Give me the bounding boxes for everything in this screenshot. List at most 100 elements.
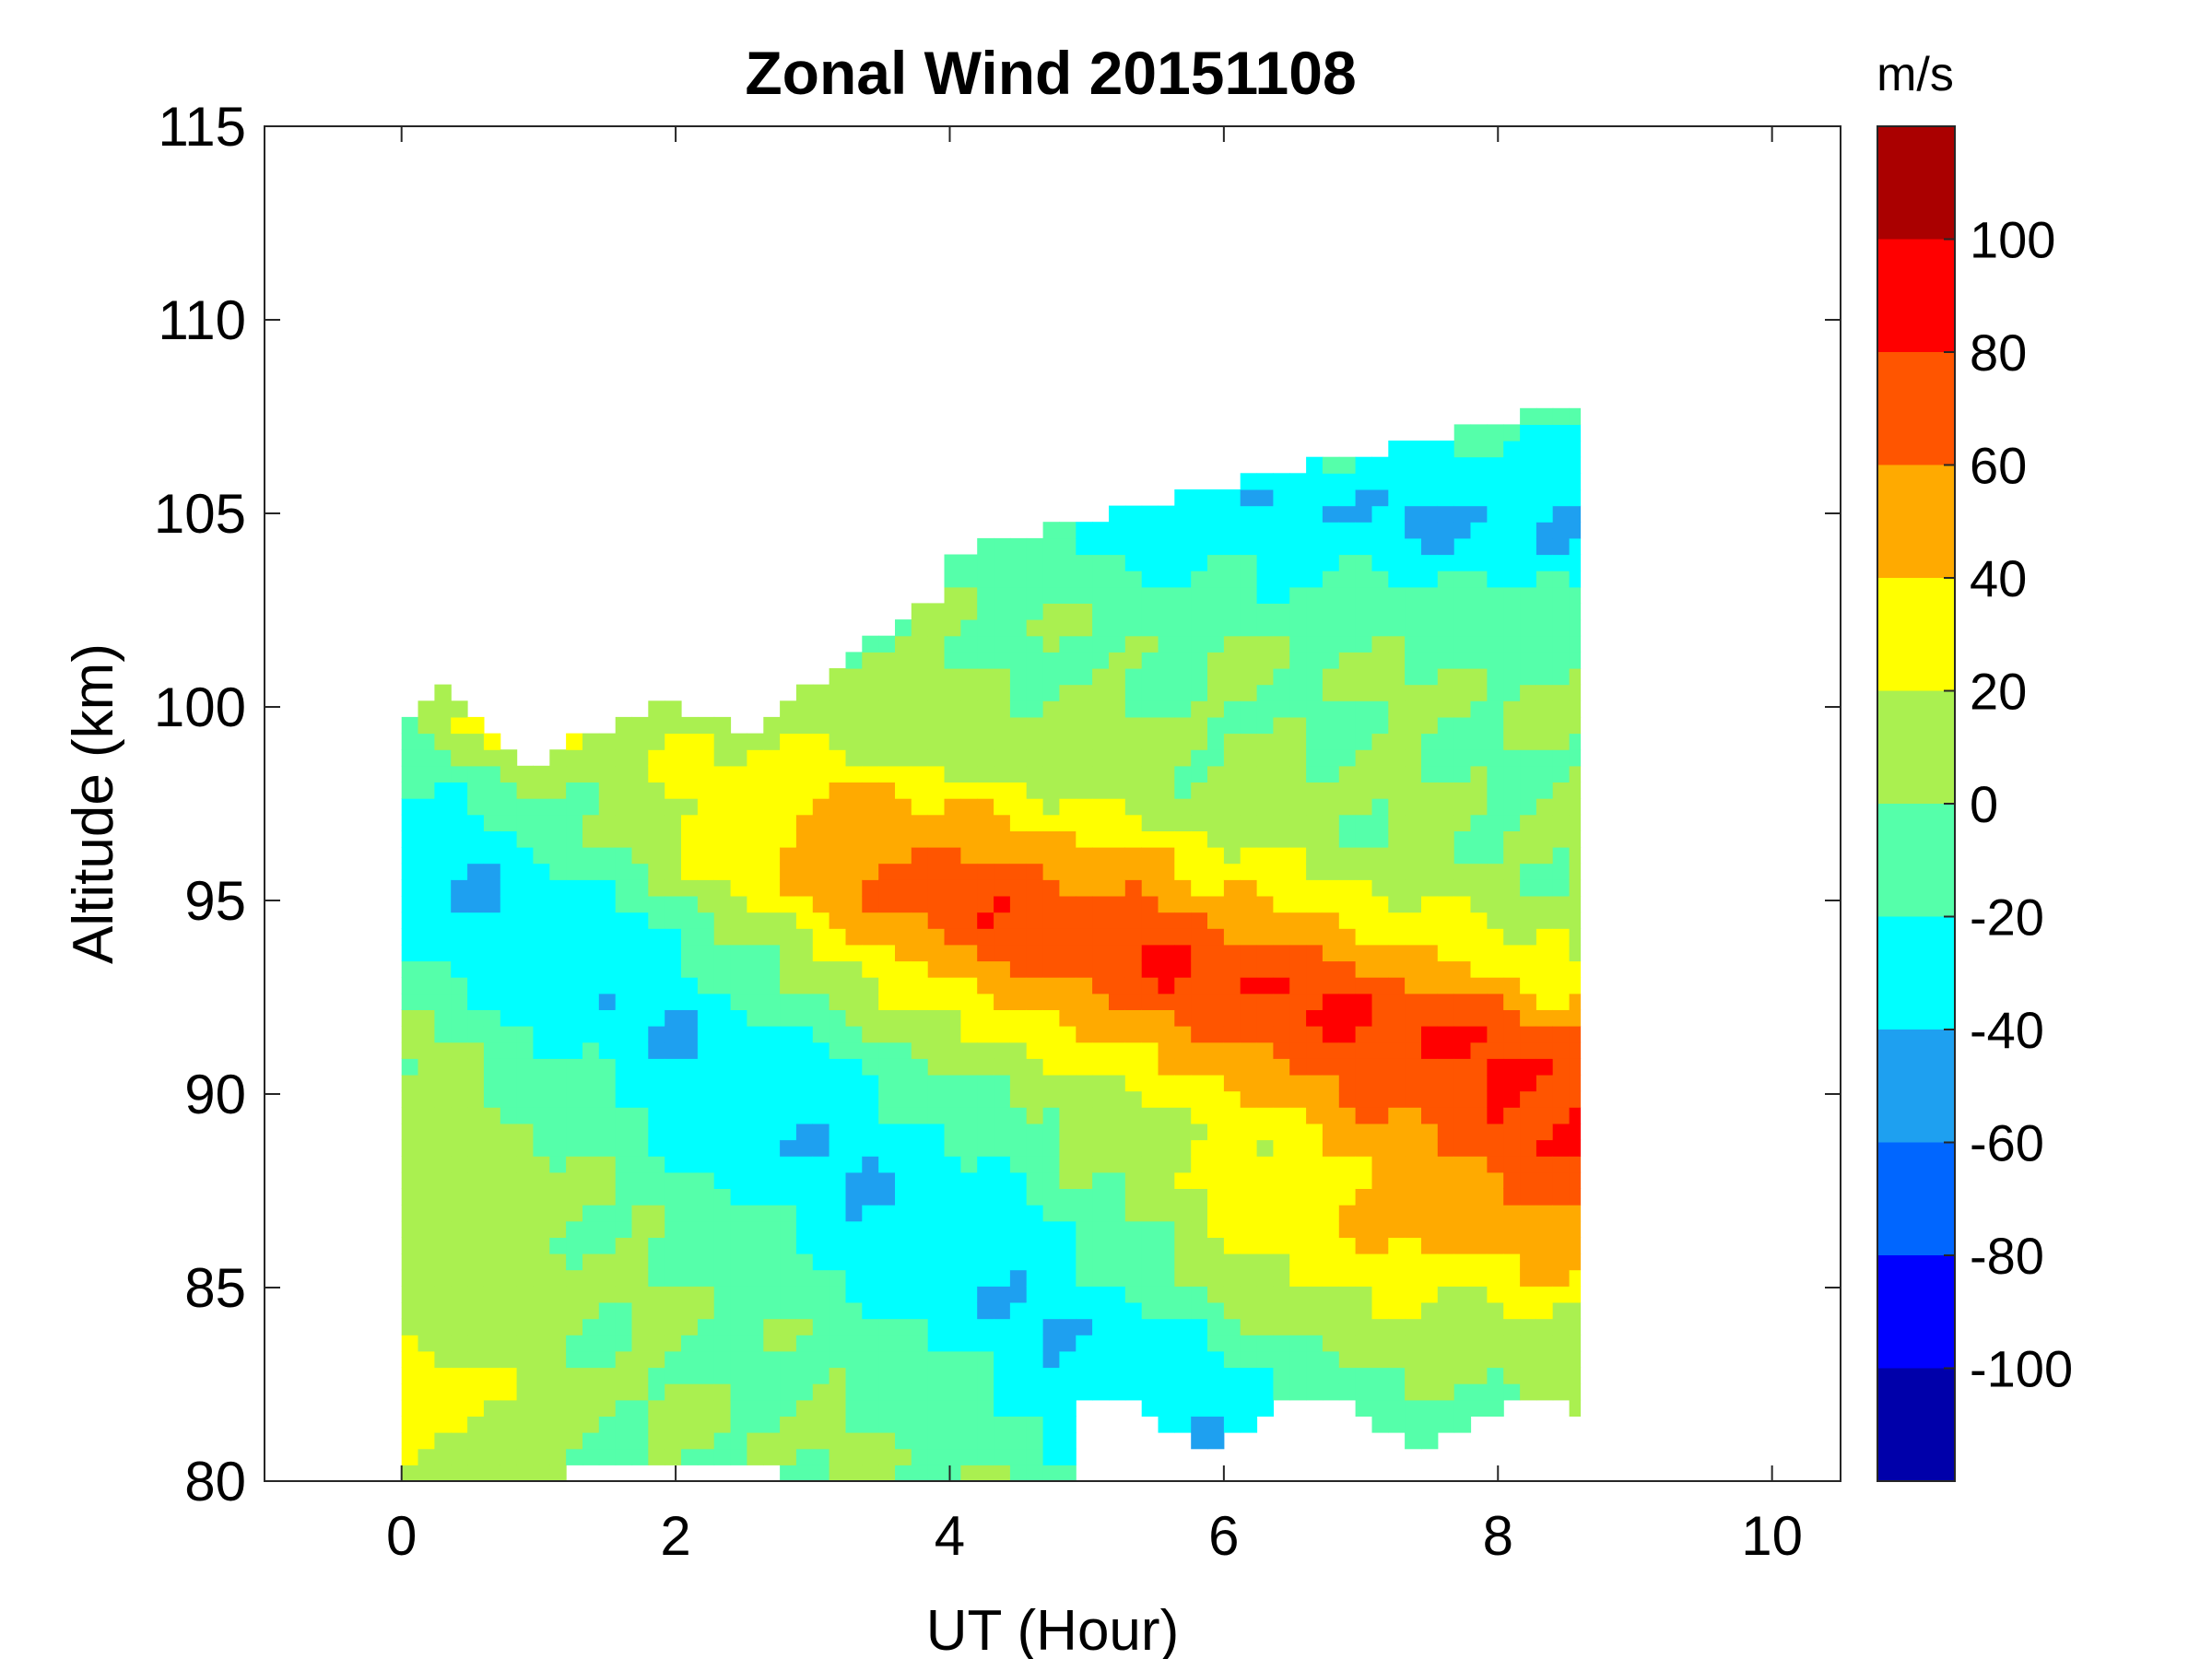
contour-cell xyxy=(582,977,600,994)
contour-cell xyxy=(631,1107,649,1124)
axes-box xyxy=(264,125,1841,1482)
contour-cell xyxy=(1289,635,1307,653)
contour-cell xyxy=(533,1123,550,1141)
contour-cell xyxy=(1552,960,1571,978)
contour-cell xyxy=(1338,1026,1357,1043)
contour-cell xyxy=(1223,1253,1241,1271)
contour-cell xyxy=(1535,1220,1554,1238)
contour-cell xyxy=(812,765,830,782)
contour-cell xyxy=(1240,782,1258,799)
contour-cell xyxy=(1552,993,1571,1010)
contour-cell xyxy=(451,960,468,978)
contour-cell xyxy=(401,1383,419,1401)
contour-cell xyxy=(566,912,583,929)
contour-cell xyxy=(1059,912,1077,929)
contour-cell xyxy=(763,1139,781,1157)
contour-cell xyxy=(878,1123,896,1141)
contour-cell xyxy=(1453,1171,1472,1189)
contour-cell xyxy=(631,1318,649,1335)
contour-cell xyxy=(713,1009,732,1027)
contour-cell xyxy=(1092,635,1110,653)
contour-cell xyxy=(451,1220,468,1238)
contour-cell xyxy=(434,847,452,865)
contour-cell xyxy=(1158,1220,1175,1238)
contour-cell xyxy=(795,1335,814,1352)
contour-cell xyxy=(1223,1041,1241,1059)
contour-cell xyxy=(1223,896,1241,913)
contour-cell xyxy=(977,798,994,816)
contour-cell xyxy=(1503,522,1521,539)
contour-cell xyxy=(845,1383,863,1401)
contour-cell xyxy=(780,863,797,880)
contour-cell xyxy=(1405,1286,1422,1303)
contour-cell xyxy=(1552,733,1571,750)
contour-cell xyxy=(1009,1188,1028,1206)
contour-cell xyxy=(1453,571,1472,588)
contour-cell xyxy=(795,977,814,994)
contour-cell xyxy=(533,1156,550,1173)
contour-cell xyxy=(1223,586,1241,604)
contour-cell xyxy=(1207,944,1225,962)
contour-cell xyxy=(1437,733,1455,750)
contour-cell xyxy=(1059,1448,1077,1465)
contour-cell xyxy=(812,1090,830,1108)
contour-cell xyxy=(451,912,468,929)
contour-cell xyxy=(1109,960,1126,978)
contour-cell xyxy=(977,863,994,880)
contour-cell xyxy=(401,863,419,880)
contour-cell xyxy=(944,1448,961,1465)
contour-cell xyxy=(1207,1139,1225,1157)
contour-cell xyxy=(1223,684,1241,701)
contour-cell xyxy=(1371,814,1389,831)
contour-cell xyxy=(1453,1156,1472,1173)
contour-cell xyxy=(1338,1041,1357,1059)
contour-cell xyxy=(1322,1123,1340,1141)
contour-cell xyxy=(549,1075,567,1092)
contour-cell xyxy=(1141,1286,1159,1303)
contour-cell xyxy=(1124,586,1143,604)
contour-cell xyxy=(1355,765,1372,782)
contour-cell xyxy=(895,896,912,913)
contour-cell xyxy=(1191,1253,1208,1271)
contour-cell xyxy=(582,749,600,767)
contour-cell xyxy=(467,1123,485,1141)
contour-cell xyxy=(911,700,929,718)
contour-cell xyxy=(1174,1416,1192,1433)
contour-cell xyxy=(1141,505,1159,523)
contour-cell xyxy=(665,1318,682,1335)
contour-cell xyxy=(434,1026,452,1043)
contour-cell xyxy=(1009,1009,1028,1027)
contour-cell xyxy=(1289,749,1307,767)
contour-cell xyxy=(582,1286,600,1303)
contour-cell xyxy=(631,847,649,865)
contour-cell xyxy=(582,1383,600,1401)
contour-cell xyxy=(1256,1350,1274,1369)
contour-cell xyxy=(1076,1350,1093,1369)
contour-cell xyxy=(927,863,946,880)
contour-cell xyxy=(1223,1090,1241,1108)
contour-cell xyxy=(1207,1286,1225,1303)
contour-cell xyxy=(829,1237,846,1254)
contour-cell xyxy=(566,1026,583,1043)
contour-cell xyxy=(1009,733,1028,750)
contour-cell xyxy=(1109,782,1126,799)
contour-cell xyxy=(1437,1220,1455,1238)
contour-cell xyxy=(1520,456,1537,474)
contour-cell xyxy=(697,847,715,865)
contour-cell xyxy=(977,1269,994,1287)
contour-cell xyxy=(1289,1075,1307,1092)
contour-cell xyxy=(1076,782,1093,799)
contour-cell xyxy=(977,1026,994,1043)
contour-cell xyxy=(1240,1156,1258,1173)
contour-cell xyxy=(615,1041,633,1059)
contour-cell xyxy=(1141,1237,1159,1254)
contour-cell xyxy=(1092,652,1110,669)
contour-cell xyxy=(1092,700,1110,718)
contour-cell xyxy=(1059,1383,1077,1401)
contour-cell xyxy=(483,1107,501,1124)
contour-cell xyxy=(681,928,699,946)
contour-cell xyxy=(1174,1123,1192,1141)
contour-cell xyxy=(780,1286,797,1303)
contour-cell xyxy=(1076,1302,1093,1320)
contour-cell xyxy=(434,993,452,1010)
